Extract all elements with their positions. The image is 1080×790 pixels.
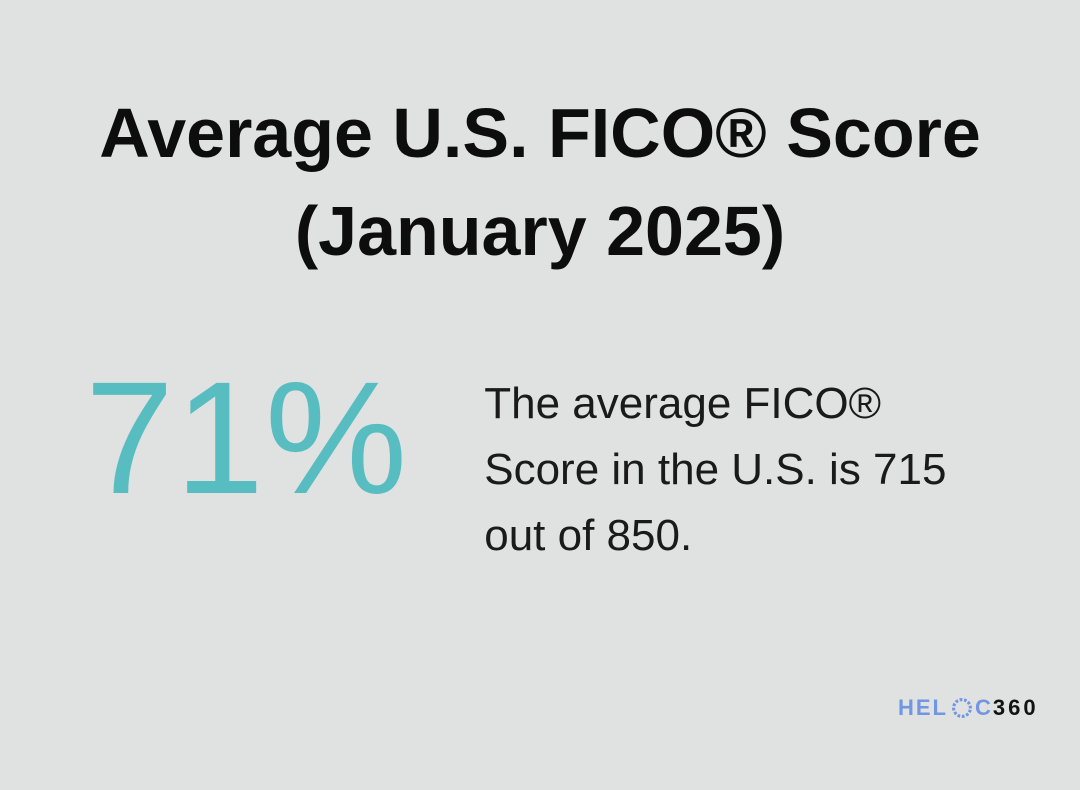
title-line-2: (January 2025)	[294, 192, 786, 270]
title-line-1: Average U.S. FICO® Score	[99, 94, 981, 172]
page-title: Average U.S. FICO® Score (January 2025)	[0, 0, 1080, 280]
brand-logo: HEL C 360	[898, 694, 1039, 722]
logo-text-suffix: 360	[992, 695, 1039, 720]
stat-description: The average FICO® Score in the U.S. is 7…	[484, 379, 947, 560]
swirl-icon	[952, 698, 972, 718]
logo-text-mid: C	[975, 695, 993, 720]
stat-value: 71%	[85, 348, 409, 527]
logo-text-prefix: HEL	[898, 695, 948, 720]
stat-row: 71% The average FICO® Score in the U.S. …	[85, 358, 964, 569]
